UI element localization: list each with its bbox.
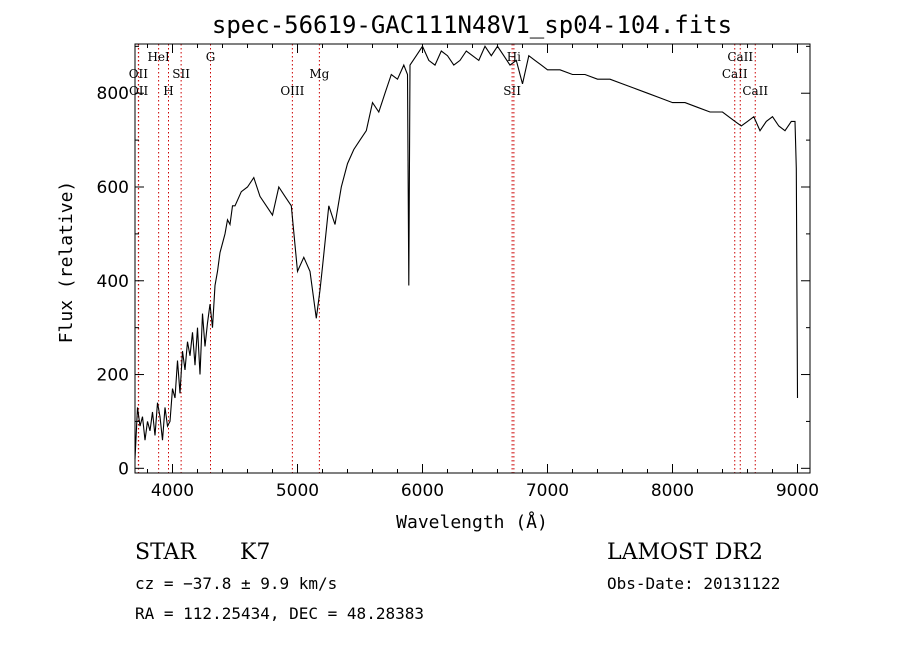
object-subclass: K7 bbox=[240, 540, 270, 565]
coordinates-text: RA = 112.25434, DEC = 48.28383 bbox=[135, 604, 424, 623]
plot-frame bbox=[134, 43, 811, 474]
chart-title: spec-56619-GAC111N48V1_sp04-104.fits bbox=[212, 11, 732, 39]
x-tick-label-3: 7000 bbox=[526, 481, 569, 501]
obs-date-text: Obs-Date: 20131122 bbox=[607, 574, 780, 593]
y-tick-label-1: 200 bbox=[97, 366, 129, 386]
line-marker-label-8: SII bbox=[503, 84, 521, 98]
x-tick-label-4: 8000 bbox=[651, 481, 694, 501]
line-marker-label-2: HeI bbox=[147, 50, 170, 64]
object-class: STAR bbox=[135, 540, 197, 565]
x-tick-label-5: 9000 bbox=[776, 481, 819, 501]
line-marker-label-10: CaII bbox=[722, 67, 748, 81]
line-marker-label-5: G bbox=[206, 50, 216, 64]
x-tick-label-0: 4000 bbox=[151, 481, 194, 501]
redshift-text: cz = −37.8 ± 9.9 km/s bbox=[135, 574, 337, 593]
line-marker-label-3: H bbox=[163, 84, 173, 98]
x-tick-label-1: 5000 bbox=[276, 481, 319, 501]
survey-name: LAMOST DR2 bbox=[607, 540, 763, 565]
line-marker-label-12: CaII bbox=[742, 84, 768, 98]
line-marker-label-1: OII bbox=[129, 84, 149, 98]
y-tick-label-4: 800 bbox=[97, 84, 129, 104]
spectrum-line bbox=[134, 45, 799, 459]
x-axis-ticks: 4000 5000 6000 7000 8000 9000 bbox=[147, 44, 819, 501]
line-marker-label-7: Mg bbox=[309, 67, 329, 81]
y-axis-ticks: 0 200 400 600 800 bbox=[97, 45, 810, 479]
y-tick-label-3: 600 bbox=[97, 178, 129, 198]
x-axis-label: Wavelength (Å) bbox=[396, 511, 548, 533]
y-tick-label-2: 400 bbox=[97, 272, 129, 292]
line-marker-label-4: SII bbox=[172, 67, 190, 81]
line-marker-label-11: CaII bbox=[727, 50, 753, 64]
y-axis-label: Flux (relative) bbox=[56, 181, 77, 344]
line-markers: OII OII HeI H SII G OIII Mg SII Hi CaII CaII CaII bbox=[129, 44, 768, 473]
x-tick-label-2: 6000 bbox=[401, 481, 444, 501]
line-marker-label-9: Hi bbox=[507, 50, 521, 64]
line-marker-label-0: OII bbox=[129, 67, 149, 81]
y-tick-label-0: 0 bbox=[118, 459, 129, 479]
line-marker-label-6: OIII bbox=[280, 84, 304, 98]
